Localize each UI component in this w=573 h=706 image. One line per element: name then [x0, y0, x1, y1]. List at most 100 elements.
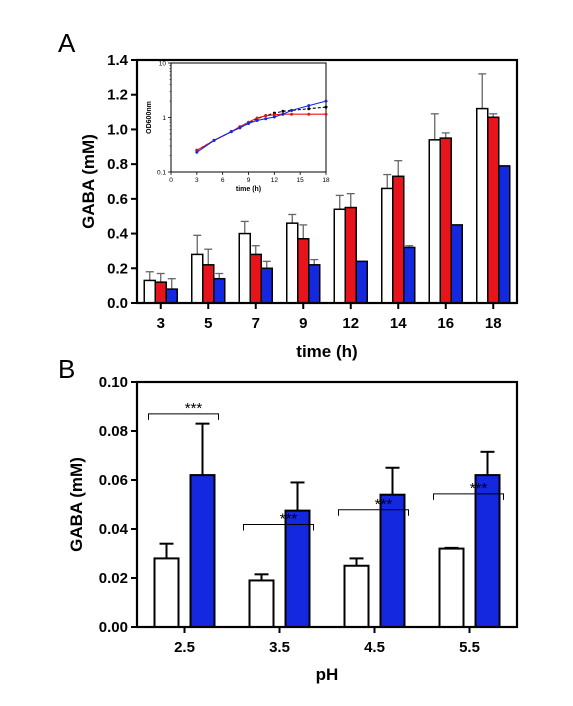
bar [487, 116, 500, 304]
inset-data-point [290, 108, 294, 112]
inset-data-point [307, 112, 311, 116]
bar [191, 253, 204, 304]
panel-a-chart: 0.00.20.40.60.81.01.21.43 5 7 9 12 14 16 18time… [79, 52, 519, 361]
y-tick-label: 0.0 [107, 295, 128, 312]
y-tick-label: 0.06 [99, 472, 128, 489]
inset-y-tick-label: 1 [162, 115, 166, 122]
bar [248, 579, 275, 629]
inset-data-point [229, 130, 233, 134]
inset-data-point [307, 107, 311, 111]
y-tick-label: 0.08 [99, 423, 128, 440]
bar [260, 267, 273, 304]
x-tick-label: 16 [437, 315, 454, 332]
inset-data-point [255, 116, 259, 120]
bar [428, 139, 441, 304]
significance-bracket [433, 493, 504, 500]
inset-x-axis-title: time (h) [236, 186, 261, 193]
inset-frame [170, 62, 327, 173]
significance-bracket [148, 413, 219, 420]
bar [286, 222, 299, 304]
bar [379, 493, 406, 629]
y-tick-label: 0.8 [107, 156, 128, 173]
y-tick-label: 0.4 [107, 226, 129, 243]
bar [154, 281, 167, 304]
inset-data-point [324, 99, 328, 103]
inset-data-point [247, 121, 250, 125]
x-tick-label: 3.5 [269, 639, 290, 656]
y-tick-label: 1.4 [107, 52, 129, 69]
bar [439, 137, 452, 304]
y-axis-title: GABA (mM) [79, 134, 98, 229]
bar [213, 277, 226, 304]
y-tick-label: 1.0 [107, 121, 128, 138]
bar [153, 557, 180, 629]
x-axis-title: time (h) [296, 342, 357, 361]
plot-frame [135, 58, 519, 305]
bar [249, 253, 262, 304]
panel-b-chart: 0.00 0.02 0.04 0.06 0.08 0.10 2.5 *** 3.5 *** 4.5 *… [67, 374, 519, 684]
inset-data-point [281, 112, 285, 116]
inset-data-point [272, 115, 276, 119]
x-tick-label: 14 [390, 315, 407, 332]
x-tick-label: 5 [204, 315, 212, 332]
bar [438, 547, 465, 628]
inset-data-point [195, 150, 199, 154]
inset-data-point [212, 138, 216, 142]
inset-data-point [272, 113, 276, 117]
plot-frame [135, 380, 519, 629]
bar [381, 187, 394, 304]
bar [355, 260, 368, 304]
panel-a-inset-chart: 0 3 6 9 12 15 18 0.1 1 10 time (h) OD600nm [146, 61, 330, 194]
inset-data-point [324, 112, 328, 116]
significance-label: *** [470, 480, 488, 497]
inset-data-point [307, 104, 311, 108]
inset-x-tick-label: 0 [169, 177, 173, 184]
x-tick-label: 3 [157, 315, 165, 332]
bar [450, 224, 463, 304]
y-tick-label: 0.00 [99, 619, 128, 636]
significance-label: *** [185, 400, 203, 417]
y-tick-label: 0.6 [107, 191, 128, 208]
bar [333, 208, 346, 304]
bar [392, 175, 405, 304]
x-tick-label: 18 [485, 315, 502, 332]
bar [202, 264, 215, 304]
inset-y-axis-title: OD600nm [146, 101, 153, 134]
panel-label-a: A [58, 28, 76, 58]
inset-data-point [255, 119, 259, 123]
inset-data-point [324, 105, 328, 109]
inset-data-point [264, 117, 268, 121]
bar [284, 509, 311, 628]
y-tick-label: 0.04 [99, 521, 129, 538]
x-tick-label: 4.5 [364, 639, 385, 656]
bar [498, 165, 511, 304]
bar [308, 264, 321, 304]
inset-x-tick-label: 18 [322, 177, 330, 184]
bar [476, 107, 489, 304]
significance-bracket [243, 523, 314, 531]
y-tick-label: 0.02 [99, 570, 128, 587]
y-tick-label: 1.2 [107, 87, 128, 104]
x-tick-label: 12 [342, 315, 359, 332]
inset-y-tick-label: 0.1 [157, 170, 166, 177]
bar [403, 246, 416, 304]
significance-label: *** [375, 496, 393, 513]
bar [474, 474, 501, 628]
bar [344, 206, 357, 304]
x-tick-label: 2.5 [174, 639, 195, 656]
significance-label: *** [280, 510, 298, 527]
inset-x-tick-label: 15 [297, 177, 305, 184]
inset-x-tick-label: 12 [271, 177, 279, 184]
x-tick-label: 9 [299, 315, 307, 332]
inset-series-line [196, 100, 327, 153]
inset-x-tick-label: 3 [195, 177, 199, 184]
y-axis-title: GABA (mM) [67, 457, 86, 552]
inset-data-point [281, 109, 285, 113]
bar [343, 564, 370, 628]
bar [189, 474, 216, 628]
panel-label-b: B [58, 354, 75, 384]
inset-data-point [264, 114, 268, 118]
inset-x-tick-label: 6 [221, 177, 225, 184]
x-axis-title: pH [316, 665, 339, 684]
